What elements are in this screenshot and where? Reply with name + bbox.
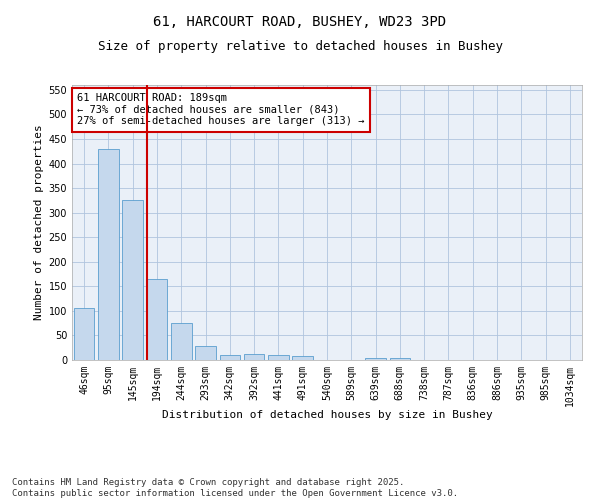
Bar [98, 149, 119, 360]
Bar [292, 356, 313, 360]
Text: Contains HM Land Registry data © Crown copyright and database right 2025.
Contai: Contains HM Land Registry data © Crown c… [12, 478, 458, 498]
Text: 61 HARCOURT ROAD: 189sqm
← 73% of detached houses are smaller (843)
27% of semi-: 61 HARCOURT ROAD: 189sqm ← 73% of detach… [77, 93, 365, 126]
Bar [122, 200, 143, 360]
Bar [268, 355, 289, 360]
Bar [244, 354, 265, 360]
Bar [74, 308, 94, 360]
Text: Size of property relative to detached houses in Bushey: Size of property relative to detached ho… [97, 40, 503, 53]
X-axis label: Distribution of detached houses by size in Bushey: Distribution of detached houses by size … [161, 410, 493, 420]
Bar [171, 323, 191, 360]
Bar [195, 346, 216, 360]
Y-axis label: Number of detached properties: Number of detached properties [34, 124, 44, 320]
Bar [146, 279, 167, 360]
Bar [389, 358, 410, 360]
Bar [365, 358, 386, 360]
Bar [220, 355, 240, 360]
Text: 61, HARCOURT ROAD, BUSHEY, WD23 3PD: 61, HARCOURT ROAD, BUSHEY, WD23 3PD [154, 15, 446, 29]
